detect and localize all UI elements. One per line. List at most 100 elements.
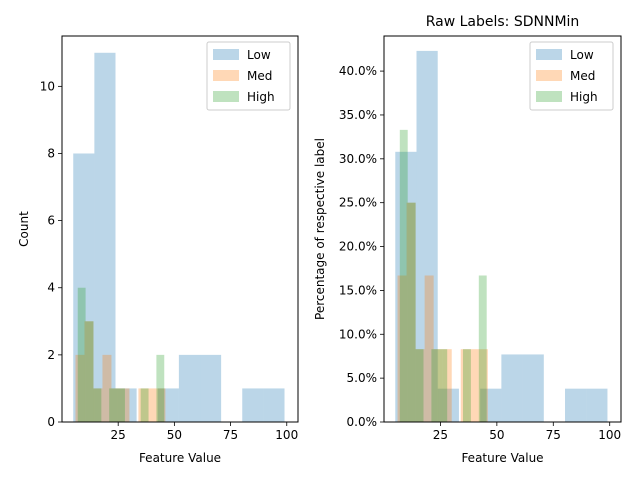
left-xtick-label-50: 50	[167, 428, 182, 442]
left-bar-high-0	[77, 287, 86, 422]
right-xtick-label-100: 100	[598, 428, 621, 442]
right-bar-high-5	[463, 349, 471, 422]
right-ytick-label-3: 15.0%	[339, 283, 377, 297]
right-x-axis-label: Feature Value	[461, 451, 543, 465]
right-bar-med-8	[478, 349, 488, 422]
right-bar-med-3	[424, 275, 434, 422]
right-histogram: 25 50 75 100 0.0% 5.0% 10.0% 15.0% 20.0% 25.0% 30.…	[313, 14, 622, 465]
right-bar-med-7	[469, 349, 479, 422]
left-xtick-label-100: 100	[275, 428, 298, 442]
right-y-axis-label: Percentage of respective label	[313, 138, 327, 320]
right-xtick-label-25: 25	[433, 428, 448, 442]
left-legend-box	[206, 41, 291, 111]
left-bar-low-2	[115, 388, 137, 422]
left-bar-low-9	[263, 388, 285, 422]
right-axes-frame	[383, 35, 622, 423]
right-bar-low-6	[522, 354, 544, 422]
left-xtick-label-75: 75	[223, 428, 238, 442]
right-legend-label-med: Med	[570, 69, 595, 83]
left-bar-high-2	[93, 388, 102, 422]
right-legend-label-low: Low	[570, 48, 594, 62]
right-bar-low-5	[501, 354, 523, 422]
right-bar-low-4	[480, 388, 502, 422]
right-bar-low-9	[586, 388, 608, 422]
left-bar-low-0	[73, 153, 95, 423]
right-bar-low-8	[565, 388, 587, 422]
left-bar-low-8	[242, 388, 264, 422]
left-legend-label-high: High	[247, 90, 275, 104]
right-bar-high-0	[399, 129, 408, 422]
right-bar-high-6	[478, 275, 487, 422]
right-bar-low-2	[437, 388, 459, 422]
left-bar-med-6	[138, 388, 148, 422]
right-ytick-label-0: 0.0%	[347, 415, 378, 429]
right-legend-swatch-low	[536, 49, 562, 60]
right-ytick-label-6: 30.0%	[339, 152, 377, 166]
right-bar-high-2	[415, 349, 424, 422]
left-y-axis-label: Count	[17, 211, 31, 247]
right-legend-box	[529, 41, 614, 111]
right-legend-swatch-high	[536, 91, 562, 102]
left-bar-high-5	[140, 388, 149, 422]
left-bar-high-4	[117, 388, 125, 422]
left-ytick-label-4: 8	[47, 146, 55, 160]
right-legend-label-high: High	[570, 90, 598, 104]
left-ticks: 25 50 75 100 0 2 4 6 8 10	[40, 79, 298, 442]
left-legend: Low Med High	[206, 41, 291, 111]
right-bar-med-1	[406, 202, 416, 422]
left-ytick-label-3: 6	[47, 214, 55, 228]
right-bar-med-4	[433, 349, 443, 422]
left-bar-med-7	[147, 388, 157, 422]
right-legend: Low Med High	[529, 41, 614, 111]
right-bar-med-2	[415, 349, 425, 422]
left-bar-high-6	[156, 354, 165, 422]
left-bar-med-3	[102, 354, 112, 422]
right-title: Raw Labels: SDNNMin	[426, 14, 580, 30]
right-legend-swatch-med	[536, 70, 562, 81]
right-ytick-label-4: 20.0%	[339, 240, 377, 254]
left-xtick-label-25: 25	[111, 428, 126, 442]
right-ytick-label-8: 40.0%	[339, 64, 377, 78]
right-xtick-label-75: 75	[546, 428, 561, 442]
right-ytick-label-1: 5.0%	[347, 371, 378, 385]
left-legend-label-med: Med	[247, 69, 272, 83]
right-bars	[395, 50, 608, 423]
left-bar-low-6	[200, 354, 222, 422]
left-legend-swatch-med	[213, 70, 239, 81]
right-ticks: 25 50 75 100 0.0% 5.0% 10.0% 15.0% 20.0% 25.0% 30.…	[339, 64, 621, 442]
left-legend-swatch-low	[213, 49, 239, 60]
left-bar-med-1	[84, 321, 94, 422]
left-ytick-label-1: 2	[47, 348, 55, 362]
left-bar-med-0	[75, 354, 85, 422]
left-bar-low-4	[157, 388, 179, 422]
left-bar-med-5	[120, 388, 130, 422]
left-axes-frame	[61, 35, 299, 423]
right-bar-med-5	[442, 349, 452, 422]
right-xtick-label-50: 50	[489, 428, 504, 442]
left-bar-med-4	[111, 388, 121, 422]
left-histogram: 25 50 75 100 0 2 4 6 8 10 Feature Value Count Low…	[17, 35, 299, 465]
right-ytick-label-5: 25.0%	[339, 196, 377, 210]
right-bar-med-0	[397, 275, 407, 422]
left-ytick-label-5: 10	[40, 79, 55, 93]
left-bar-low-1	[94, 52, 116, 422]
right-bar-med-6	[460, 349, 470, 422]
left-bar-low-5	[178, 354, 201, 422]
left-ytick-label-0: 0	[47, 415, 55, 429]
left-legend-swatch-high	[213, 91, 239, 102]
right-bar-high-4	[439, 349, 448, 422]
left-ytick-label-2: 4	[47, 281, 55, 295]
left-bar-high-3	[109, 388, 118, 422]
right-bar-high-3	[431, 349, 440, 422]
left-bar-med-8	[156, 388, 166, 422]
left-bar-high-1	[85, 321, 94, 422]
left-bar-med-2	[93, 388, 103, 422]
left-bars	[73, 52, 285, 423]
right-bar-low-1	[416, 50, 438, 422]
right-ytick-label-2: 10.0%	[339, 327, 377, 341]
right-ytick-label-7: 35.0%	[339, 108, 377, 122]
left-x-axis-label: Feature Value	[139, 451, 221, 465]
left-legend-label-low: Low	[247, 48, 271, 62]
right-bar-high-1	[407, 202, 416, 422]
